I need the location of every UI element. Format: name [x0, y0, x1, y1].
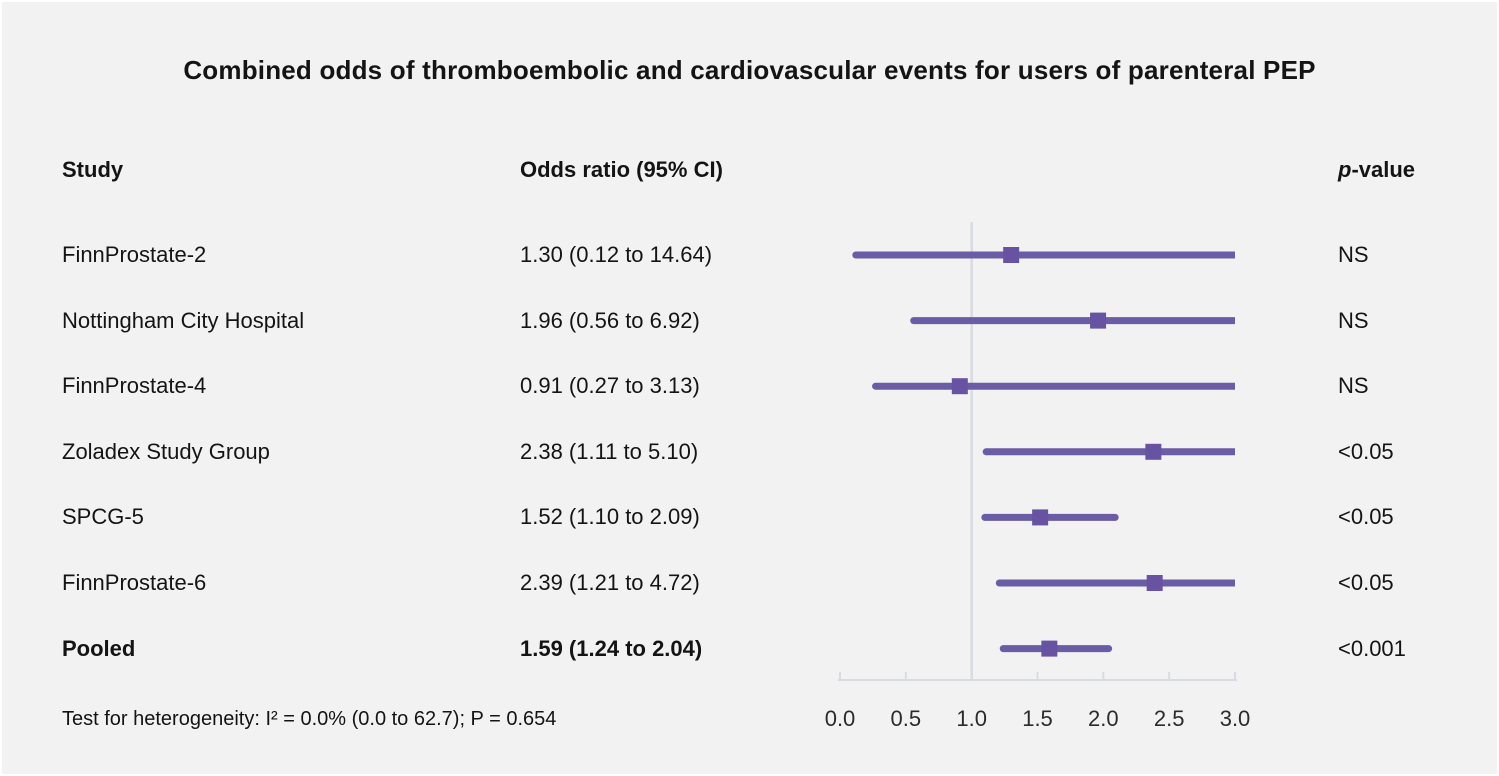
study-label: FinnProstate-6 [62, 570, 207, 595]
study-label: FinnProstate-4 [62, 373, 207, 398]
or-marker [1090, 312, 1107, 329]
odds-ratio-value: 1.52 (1.10 to 2.09) [520, 504, 700, 529]
or-marker [1041, 640, 1058, 657]
ci-cap-left [981, 513, 989, 521]
odds-ratio-value: 1.96 (0.56 to 6.92) [520, 308, 700, 333]
or-marker [951, 378, 968, 395]
ci-cap-left [910, 317, 918, 325]
odds-ratio-value: 2.39 (1.21 to 4.72) [520, 570, 700, 595]
x-axis-tick-label: 0.0 [825, 706, 856, 731]
p-value: <0.05 [1338, 504, 1394, 529]
study-label: Zoladex Study Group [62, 439, 270, 464]
ci-cap-right [1111, 513, 1119, 521]
or-marker [1003, 247, 1020, 263]
p-value: <0.05 [1338, 439, 1394, 464]
p-value-suffix: -value [1351, 157, 1416, 182]
or-marker [1032, 509, 1049, 526]
study-label: SPCG-5 [62, 504, 144, 529]
or-marker [1145, 443, 1162, 460]
study-label: FinnProstate-2 [62, 242, 207, 267]
ci-cap-left [995, 579, 1003, 587]
x-axis-tick-label: 0.5 [891, 706, 922, 731]
column-header-odds-ratio: Odds ratio (95% CI) [520, 157, 723, 182]
x-axis-tick-label: 2.5 [1154, 706, 1185, 731]
odds-ratio-value: 1.30 (0.12 to 14.64) [520, 242, 713, 267]
x-axis-tick-label: 1.0 [956, 706, 987, 731]
ci-cap-left [872, 382, 880, 390]
column-header-p-value: p-value [1338, 154, 1415, 186]
odds-ratio-value: 2.38 (1.11 to 5.10) [520, 439, 699, 464]
p-value-italic-p: p [1338, 157, 1352, 182]
odds-ratio-value-pooled: 1.59 (1.24 to 2.04) [520, 636, 703, 661]
p-value: <0.05 [1338, 570, 1394, 595]
ci-cap-left [852, 251, 860, 259]
odds-ratio-value: 0.91 (0.27 to 3.13) [520, 373, 700, 398]
x-axis-tick-label: 3.0 [1220, 706, 1251, 731]
or-marker [1146, 575, 1163, 591]
heterogeneity-note: Test for heterogeneity: I² = 0.0% (0.0 t… [62, 708, 557, 730]
figure-title: Combined odds of thromboembolic and card… [183, 55, 1316, 85]
study-label: Nottingham City Hospital [62, 308, 305, 333]
ci-cap-left [982, 448, 990, 456]
ci-cap-right [1105, 645, 1113, 653]
x-axis-tick-label: 1.5 [1022, 706, 1053, 731]
x-axis-tick-label: 2.0 [1088, 706, 1119, 731]
p-value: NS [1338, 308, 1369, 333]
study-label-pooled: Pooled [62, 636, 136, 661]
p-value-pooled: <0.001 [1338, 636, 1406, 661]
p-value: NS [1338, 242, 1369, 267]
p-value: NS [1338, 373, 1369, 398]
column-header-study: Study [62, 157, 124, 182]
ci-cap-left [999, 645, 1007, 653]
